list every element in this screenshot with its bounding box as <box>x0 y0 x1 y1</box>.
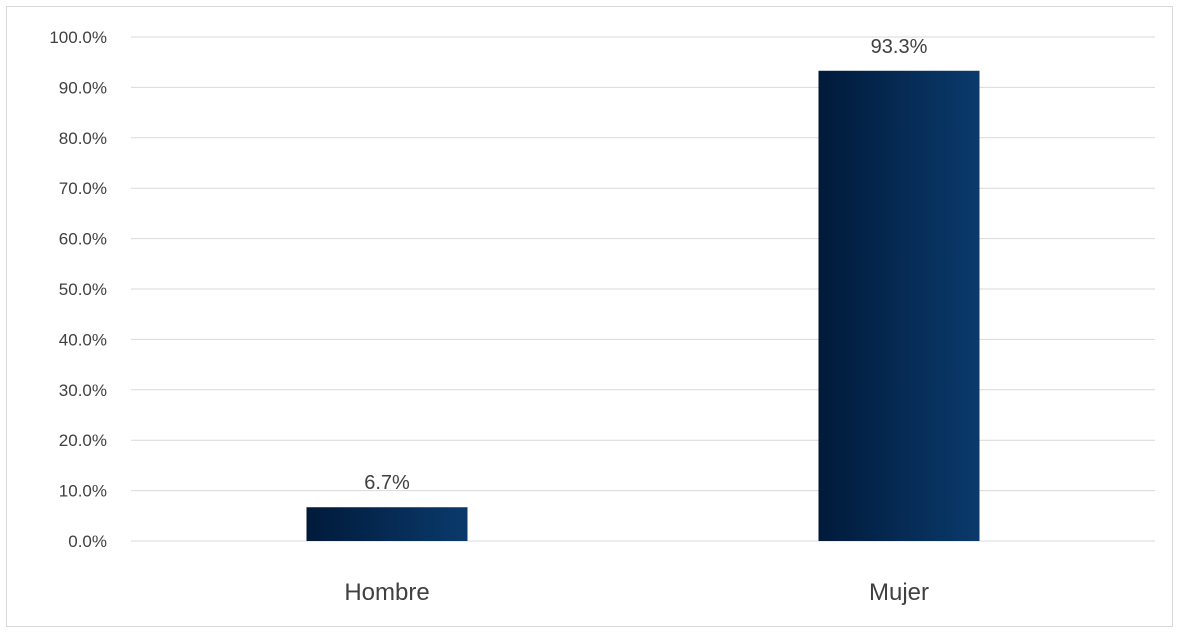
y-axis-ticks: 0.0% 10.0% 20.0% 30.0% 40.0% 50.0% 60.0% 70.0% 8… <box>49 28 107 551</box>
y-tick-label: 10.0% <box>59 482 107 501</box>
y-tick-label: 90.0% <box>59 78 107 97</box>
data-label-mujer: 93.3% <box>871 36 928 58</box>
y-tick-label: 40.0% <box>59 330 107 349</box>
data-label-hombre: 6.7% <box>364 472 410 494</box>
x-axis-categories: Hombre Mujer <box>344 579 929 606</box>
bars <box>306 70 980 541</box>
y-tick-label: 70.0% <box>59 179 107 198</box>
y-tick-label: 0.0% <box>68 532 107 551</box>
y-tick-label: 60.0% <box>59 230 107 249</box>
y-tick-label: 30.0% <box>59 381 107 400</box>
data-labels: 6.7% 93.3% <box>364 36 927 494</box>
category-label-hombre: Hombre <box>344 579 429 606</box>
category-label-mujer: Mujer <box>869 579 929 606</box>
y-tick-label: 100.0% <box>49 28 107 47</box>
y-tick-label: 80.0% <box>59 129 107 148</box>
gridlines <box>131 36 1155 542</box>
bar-hombre <box>306 507 468 541</box>
y-tick-label: 50.0% <box>59 280 107 299</box>
bar-mujer <box>818 70 980 541</box>
y-tick-label: 20.0% <box>59 431 107 450</box>
